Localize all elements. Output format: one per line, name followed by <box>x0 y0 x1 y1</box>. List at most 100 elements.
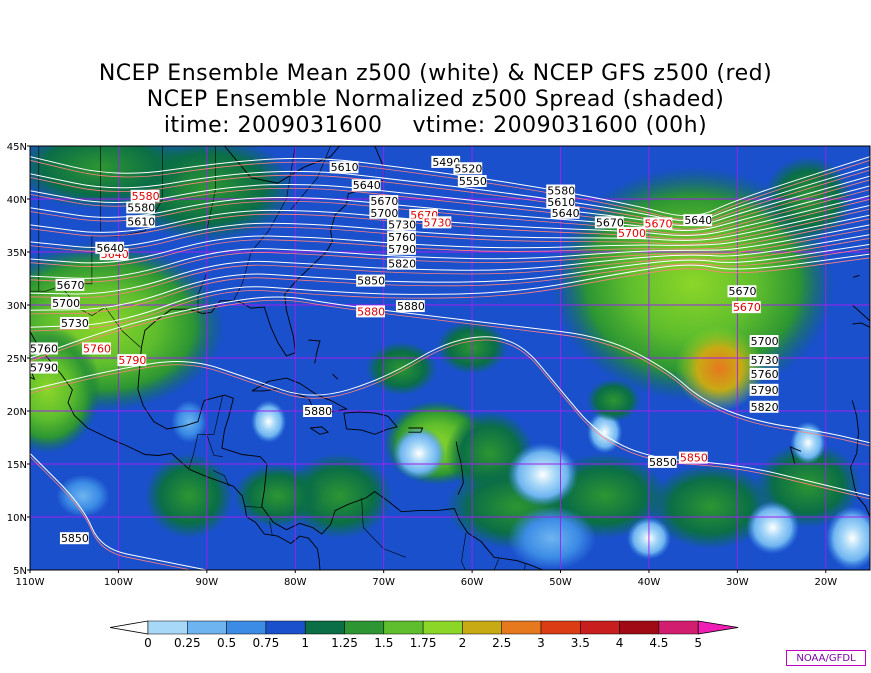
title-line-3: itime: 2009031600 vtime: 2009031600 (00h… <box>163 113 708 138</box>
mean-contour-label: 5640 <box>684 214 712 227</box>
lon-tick-label: 30W <box>726 577 749 588</box>
coastline-segment <box>408 427 424 433</box>
colorbar-tick-label: 4.5 <box>649 636 668 650</box>
gfs-contour-label-box <box>617 226 646 239</box>
spread-blob <box>587 379 641 422</box>
spread-blob <box>392 426 446 480</box>
coastline-segment <box>308 339 321 364</box>
coastline-segment <box>332 373 339 380</box>
lon-tick-label: 60W <box>461 577 484 588</box>
colorbar-low-arrow <box>109 620 149 635</box>
colorbar-swatch <box>580 620 620 635</box>
mean-contour-label: 5880 <box>397 300 425 313</box>
coastline-segment <box>343 411 398 435</box>
mean-contour-label-box <box>647 455 677 468</box>
gfs-contour-label: 5730 <box>423 216 451 229</box>
mean-contour-label: 5730 <box>61 317 89 330</box>
colorbar-swatch <box>147 620 188 635</box>
mean-contour-label-box <box>126 215 156 228</box>
mean-contour-label: 5760 <box>30 342 58 355</box>
mean-contour-label-box <box>431 155 461 168</box>
colorbar-high-arrow <box>697 620 739 635</box>
border-segment <box>233 146 296 301</box>
colorbar-swatch <box>344 620 385 635</box>
gfs-contour-label: 5580 <box>132 190 160 203</box>
credit-label: NOAA/GFDL <box>786 650 866 666</box>
gfs-contour-label-box <box>356 305 385 318</box>
spread-blob <box>507 442 579 507</box>
spread-blob <box>171 400 207 443</box>
colorbar-tick-label: 2.5 <box>492 636 511 650</box>
mean-contour-label: 5820 <box>751 401 779 414</box>
lon-tick-label: 90W <box>196 577 219 588</box>
mean-contour-label: 5700 <box>370 207 398 220</box>
colorbar-tick-label: 3.5 <box>571 636 590 650</box>
mean-contour-label: 5700 <box>52 297 80 310</box>
colorbar-tick-label: 1.75 <box>410 636 437 650</box>
coastline-segment <box>455 441 464 495</box>
spread-blob <box>56 474 110 517</box>
mean-contour-label: 5790 <box>751 384 779 397</box>
contour-line <box>30 243 870 311</box>
gfs-contour-label-box <box>643 217 673 230</box>
lon-tick-label: 50W <box>549 577 572 588</box>
mean-contour-label-box <box>453 162 483 175</box>
border-segment <box>212 470 230 487</box>
lat-tick-label: 10N <box>7 513 27 524</box>
mean-contour-label: 5640 <box>353 179 381 192</box>
lat-tick-label: 15N <box>7 460 27 471</box>
mean-contour-label: 5550 <box>459 175 487 188</box>
border-segment <box>269 521 273 536</box>
border-segment <box>524 563 526 570</box>
coastline-segment <box>789 446 802 465</box>
colorbar-tick-label: 0.25 <box>174 636 201 650</box>
spread-blob <box>366 342 437 396</box>
lon-tick-label: 110W <box>16 577 45 588</box>
mean-contour-label-box <box>126 201 156 214</box>
mean-contour-label-box <box>329 161 359 174</box>
border-segment <box>461 532 467 570</box>
contour-line <box>30 224 870 279</box>
lon-tick-label: 100W <box>104 577 133 588</box>
gfs-contour-label: 5850 <box>680 452 708 465</box>
spread-blob <box>746 501 800 555</box>
mean-contour-label-box <box>55 278 85 291</box>
border-segment <box>493 559 499 570</box>
colorbar-tick-label: 1 <box>301 636 309 650</box>
mean-contour-label: 5730 <box>751 354 779 367</box>
coastline-segment <box>189 468 321 570</box>
gfs-contour-label-box <box>82 342 111 355</box>
title-line-1: NCEP Ensemble Mean z500 (white) & NCEP G… <box>98 61 773 86</box>
colorbar-tick-label: 1.25 <box>331 636 358 650</box>
mean-contour-label-box <box>59 532 89 545</box>
mean-contour-label-box <box>369 195 399 208</box>
colorbar-swatch <box>462 620 502 635</box>
mean-contour-label-box <box>303 405 332 417</box>
gfs-contour-label: 5700 <box>618 227 646 240</box>
mean-contour-label-box <box>356 274 385 287</box>
mean-contour-label-box <box>387 231 416 244</box>
border-segment <box>206 434 223 457</box>
coastline-segment <box>853 274 860 278</box>
colorbar-swatch <box>383 620 424 635</box>
mean-contour-label: 5850 <box>649 456 677 469</box>
title-line-2: NCEP Ensemble Normalized z500 Spread (sh… <box>146 87 725 112</box>
coastline-segment <box>850 400 870 518</box>
gfs-contour-label-box <box>422 216 452 229</box>
lat-tick-label: 40N <box>7 195 27 206</box>
mean-contour-label-box <box>30 342 58 355</box>
spread-blob <box>144 453 234 539</box>
colorbar-tick-label: 5 <box>694 636 702 650</box>
mean-contour-label: 5610 <box>331 161 359 174</box>
colorbar-swatch <box>501 620 542 635</box>
mean-contour-label: 5790 <box>30 362 58 375</box>
mean-contour-label: 5730 <box>388 218 416 231</box>
mean-contour-label: 5700 <box>751 335 779 348</box>
mean-contour-label: 5520 <box>454 162 482 175</box>
colorbar-tick-label: 0.75 <box>253 636 280 650</box>
contour-line <box>30 257 870 332</box>
mean-contour-label: 5490 <box>432 156 460 169</box>
gfs-contour-label-box <box>117 354 147 367</box>
mean-contour-label: 5880 <box>304 405 332 418</box>
